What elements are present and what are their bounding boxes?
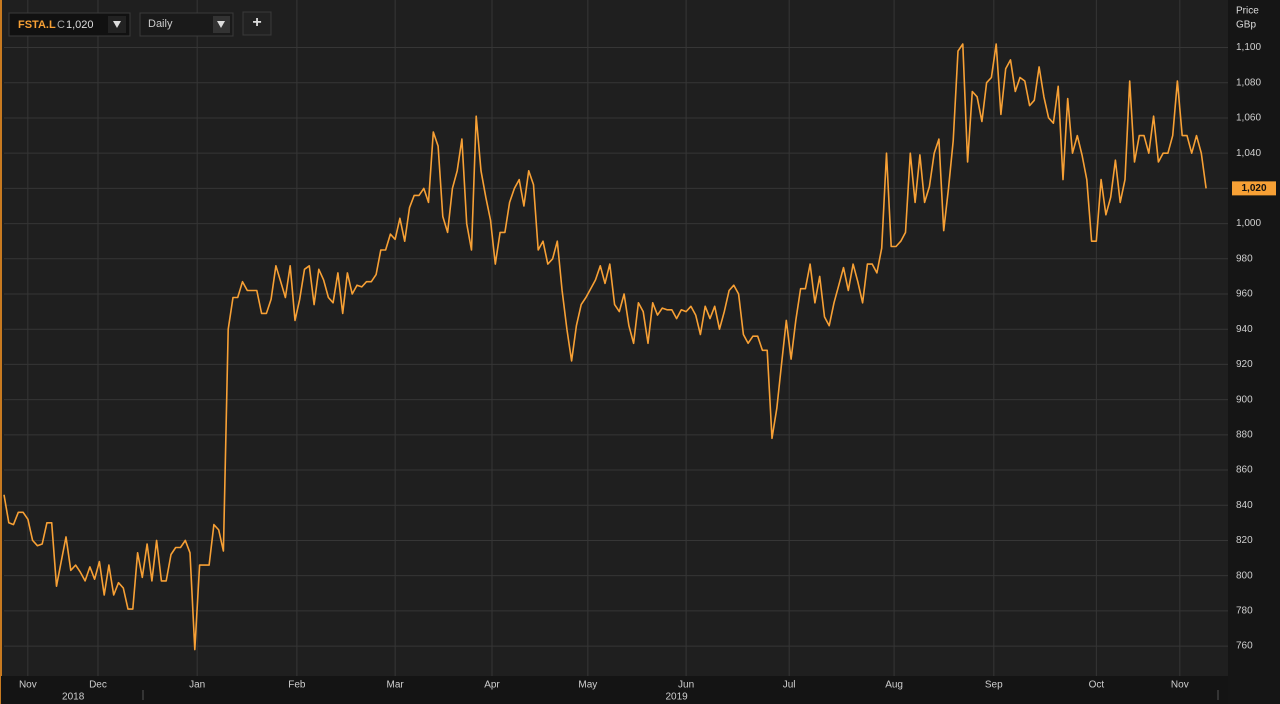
axis-title: Price — [1236, 6, 1259, 17]
close-prefix: C — [57, 19, 65, 31]
dropdown-arrow — [113, 21, 121, 28]
interval-box[interactable] — [139, 12, 234, 37]
close-value: 1,020 — [66, 19, 94, 31]
y-tick-label: 800 — [1236, 570, 1253, 581]
symbol: FSTA.L — [18, 19, 56, 31]
axis-title: GBp — [1236, 20, 1256, 31]
x-tick-label: Dec — [89, 680, 107, 691]
x-tick-label: Mar — [387, 680, 405, 691]
y-tick-label: 860 — [1236, 465, 1253, 476]
x-tick-label: Jun — [678, 680, 694, 691]
marks — [3, 43, 1207, 651]
year-label: 2019 — [665, 692, 688, 703]
last-price-label: 1,020 — [1241, 183, 1266, 194]
interval: Daily — [148, 18, 173, 30]
y-tick-label: 780 — [1236, 606, 1253, 617]
y-tick-label: 960 — [1236, 289, 1253, 300]
y-tick-label: 1,100 — [1236, 42, 1261, 53]
y-tick-label: 760 — [1236, 641, 1253, 652]
x-tick-label: May — [578, 680, 597, 691]
y-tick-label: 880 — [1236, 429, 1253, 440]
y-tick-label: 900 — [1236, 394, 1253, 405]
x-tick-label: Feb — [288, 680, 306, 691]
y-tick-label: 840 — [1236, 500, 1253, 511]
x-tick-label: Aug — [885, 680, 903, 691]
x-tick-label: Nov — [19, 680, 37, 691]
y-tick-label: 980 — [1236, 253, 1253, 264]
symbol-box[interactable] — [8, 12, 131, 37]
x-tick-label: Oct — [1089, 680, 1105, 691]
year-label: 2018 — [62, 692, 85, 703]
y-tick-label: 1,060 — [1236, 113, 1261, 124]
y-tick-label: 1,040 — [1236, 148, 1261, 159]
dropdown-arrow — [217, 21, 225, 28]
grid — [4, 0, 1228, 676]
y-tick-label: 920 — [1236, 359, 1253, 370]
y-tick-label: 1,080 — [1236, 77, 1261, 88]
plot-area — [1, 0, 1228, 676]
y-tick-label: 940 — [1236, 324, 1253, 335]
y-tick-label: 820 — [1236, 535, 1253, 546]
y-tick-label: 1,000 — [1236, 218, 1261, 229]
x-tick-label: Nov — [1171, 680, 1189, 691]
last-price-tag — [1232, 181, 1276, 196]
add-button[interactable] — [242, 11, 272, 36]
price-line — [3, 43, 1207, 651]
toolbar: FSTA.L C 1,020 Daily + — [8, 11, 272, 37]
x-axis-band — [1, 676, 1228, 704]
add-icon: + — [252, 14, 261, 31]
x-tick-label: Jan — [189, 680, 205, 691]
x-tick-label: Apr — [484, 680, 500, 691]
x-tick-label: Jul — [783, 680, 796, 691]
x-tick-label: Sep — [985, 680, 1003, 691]
